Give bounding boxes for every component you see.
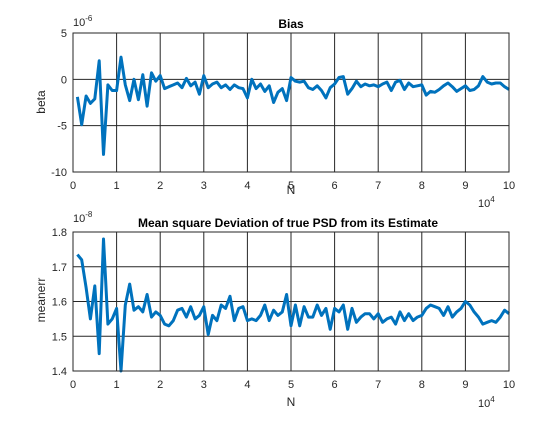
bias-y-exponent-base: 10 [73,17,85,29]
bias-x-exponent-power: 4 [490,195,495,204]
bias-y-tick-label: 0 [61,74,67,86]
meanerr-x-tick-label: 2 [157,379,163,391]
meanerr-y-tick-label: 1.5 [52,331,67,343]
bias-y-tick-label: -5 [57,121,67,133]
bias-x-tick-label: 1 [114,180,120,192]
bias-x-tick-label: 6 [332,180,338,192]
meanerr-y-exponent: 10-8 [73,210,93,225]
meanerr-x-tick-label: 7 [375,379,381,391]
bias-x-exponent-base: 10 [478,198,490,210]
bias-y-axis-label: beta [34,90,48,114]
meanerr-y-tick-label: 1.6 [52,297,67,309]
meanerr-y-exponent-power: -8 [85,210,93,219]
meanerr-y-tick-label: 1.8 [52,227,67,239]
meanerr-x-axis-label: N [287,395,296,409]
meanerr-title: Mean square Deviation of true PSD from i… [138,216,438,230]
bias-y-tick-label: -10 [51,167,67,179]
bias-x-tick-label: 7 [375,180,381,192]
meanerr-x-tick-label: 3 [201,379,207,391]
meanerr-x-exponent-power: 4 [490,395,495,404]
bias-y-exponent: 10-6 [73,14,93,29]
meanerr-x-tick-label: 6 [332,379,338,391]
bias-x-axis-label: N [287,183,296,197]
bias-series-line [75,55,510,156]
meanerr-x-exponent-base: 10 [478,398,490,410]
meanerr-x-tick-label: 10 [503,379,515,391]
meanerr-subplot: 0 1 2 3 4 5 6 7 8 9 10 1.4 1.5 1.6 1.7 1.8 Mean square… [34,210,515,410]
bias-x-tick-label: 9 [462,180,468,192]
meanerr-y-exponent-base: 10 [73,213,85,225]
meanerr-y-axis-label: meanerr [34,278,48,323]
bias-title: Bias [278,17,304,31]
meanerr-x-tick-label: 4 [244,379,250,391]
meanerr-y-tick-label: 1.7 [52,262,67,274]
meanerr-y-tick-labels: 1.4 1.5 1.6 1.7 1.8 [52,227,67,378]
meanerr-series-line [76,237,510,373]
meanerr-x-tick-label: 5 [288,379,294,391]
bias-x-tick-label: 4 [244,180,250,192]
meanerr-x-tick-label: 9 [462,379,468,391]
bias-x-exponent: 104 [478,195,495,210]
bias-x-tick-label: 3 [201,180,207,192]
meanerr-x-tick-label: 0 [70,379,76,391]
meanerr-x-exponent: 104 [478,395,495,410]
meanerr-x-tick-labels: 0 1 2 3 4 5 6 7 8 9 10 [70,379,515,391]
bias-y-exponent-power: -6 [85,14,93,23]
bias-x-tick-label: 5 [288,180,294,192]
bias-x-tick-label: 0 [70,180,76,192]
bias-y-tick-label: 5 [61,28,67,40]
bias-x-tick-label: 8 [419,180,425,192]
meanerr-x-tick-label: 8 [419,379,425,391]
meanerr-axes-frame [72,231,510,372]
bias-axes-frame [72,32,510,173]
bias-subplot: 0 1 2 3 4 5 6 7 8 9 10 -10-505 Bias N beta 10-6 10… [34,14,515,210]
meanerr-y-tick-label: 1.4 [52,366,67,378]
bias-x-tick-labels: 0 1 2 3 4 5 6 7 8 9 10 [70,180,515,192]
meanerr-x-tick-label: 1 [114,379,120,391]
bias-x-tick-label: 2 [157,180,163,192]
bias-x-tick-label: 10 [503,180,515,192]
bias-y-tick-labels: -10 -5 0 5 [51,28,67,179]
